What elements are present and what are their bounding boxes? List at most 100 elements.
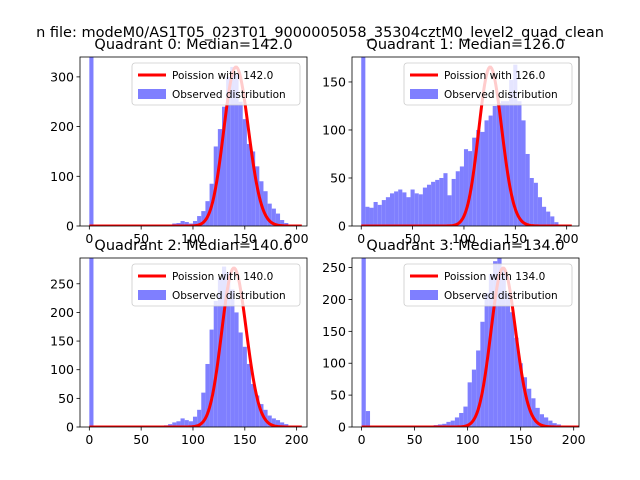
- legend-frame: [403, 263, 573, 307]
- histogram-bar: [450, 420, 455, 427]
- y-tick-label: 200: [50, 305, 74, 320]
- histogram-bar: [205, 363, 210, 427]
- legend-label-fit: Poission with 126.0: [444, 70, 545, 82]
- histogram-bar: [361, 258, 366, 427]
- histogram-bar: [361, 57, 366, 226]
- axes-frame: [79, 56, 308, 227]
- subplot-title: Quadrant 2: Median=140.0: [94, 238, 292, 254]
- x-tick-label: 200: [555, 231, 579, 246]
- histogram-bar: [447, 195, 452, 226]
- histogram-bar: [467, 382, 472, 427]
- legend-label-observed: Observed distribution: [172, 290, 286, 302]
- histogram-bar: [480, 131, 485, 226]
- histogram-bar: [222, 106, 227, 226]
- legend: Poission with 134.0 Observed distribution: [403, 263, 573, 307]
- subplot-quadrant-1: 0 50 100 150 200 0 50 100 150 Poission with 126.0…: [322, 37, 580, 246]
- histogram-bar: [525, 153, 530, 226]
- histogram-bar: [242, 119, 247, 226]
- histogram-bar: [418, 194, 423, 226]
- histogram-bar: [402, 192, 407, 226]
- y-tick-label: 100: [322, 356, 346, 371]
- legend-frame: [131, 263, 301, 307]
- x-tick-label: 100: [452, 231, 476, 246]
- subplot-quadrant-0: 0 50 100 150 200 0 100 200 300 Poission with 142.…: [50, 37, 309, 246]
- poisson-fit-line: [89, 266, 302, 427]
- x-tick-label: 100: [456, 432, 480, 447]
- y-tick-label: 100: [322, 122, 346, 137]
- histogram-bar: [439, 177, 444, 226]
- x-tick-label: 0: [85, 231, 93, 246]
- histogram-bar: [238, 101, 243, 226]
- histogram-bar: [476, 129, 481, 226]
- x-tick-label: 150: [233, 231, 257, 246]
- histogram-bar: [471, 369, 477, 427]
- histogram-bar: [484, 120, 489, 226]
- histogram-bar: [217, 129, 223, 226]
- y-tick-label: 50: [330, 388, 346, 403]
- legend-bar-swatch: [138, 89, 166, 99]
- histogram-bar: [184, 420, 189, 427]
- histogram-bar: [394, 191, 399, 226]
- histogram-bar: [488, 273, 494, 427]
- histogram-bar: [192, 416, 198, 427]
- x-tick-label: 150: [233, 432, 257, 447]
- y-tick-label: 150: [50, 334, 74, 349]
- histogram-bar: [238, 332, 243, 427]
- histogram-bar: [543, 417, 549, 427]
- histogram-bar: [246, 143, 252, 226]
- y-tick-label: 100: [50, 362, 74, 377]
- subplot-quadrant-3: 0 50 100 150 200 0 50 100 150 200 250 Poission with…: [322, 238, 586, 447]
- histogram-bar: [518, 363, 523, 427]
- plot-area: [89, 57, 302, 226]
- histogram-bar: [226, 272, 231, 427]
- x-tick-label: 50: [405, 231, 421, 246]
- histogram-bar: [476, 350, 481, 427]
- legend-frame: [403, 62, 573, 106]
- y-tick-label: 50: [330, 170, 346, 185]
- histogram-bar: [255, 395, 260, 427]
- legend: Poission with 142.0 Observed distribution: [131, 62, 301, 106]
- histogram-bar: [275, 420, 281, 427]
- subplot-title: Quadrant 0: Median=142.0: [94, 37, 292, 53]
- histogram-bar: [414, 193, 419, 226]
- histogram-bar: [472, 137, 477, 226]
- legend-label-fit: Poission with 134.0: [444, 271, 545, 283]
- y-tick-label: 0: [66, 219, 74, 234]
- histogram-bar: [500, 101, 506, 226]
- histogram-bar: [521, 120, 526, 226]
- histogram-bar: [463, 149, 469, 226]
- x-tick-label: 200: [285, 231, 309, 246]
- histogram-bar: [385, 197, 391, 226]
- subplot-quadrant-2: 0 50 100 150 200 0 50 100 150 200 250 Poission with…: [50, 238, 308, 447]
- x-tick-label: 150: [509, 432, 533, 447]
- histogram-bar: [442, 423, 447, 427]
- y-tick-label: 300: [50, 69, 74, 84]
- histogram-bar: [201, 211, 206, 226]
- histogram-bar: [213, 300, 218, 427]
- histogram-bar: [89, 258, 94, 427]
- legend-bar-swatch: [410, 290, 438, 300]
- histogram-bar: [542, 206, 547, 226]
- histogram-bar: [406, 197, 411, 226]
- histogram-bar: [365, 206, 370, 226]
- legend-bar-swatch: [410, 89, 438, 99]
- histogram-bar: [488, 115, 493, 226]
- histogram-bar: [443, 173, 448, 226]
- legend-label-observed: Observed distribution: [172, 89, 286, 101]
- histogram-bar: [514, 337, 519, 427]
- histogram-bar: [255, 166, 260, 226]
- x-tick-label: 0: [85, 432, 93, 447]
- histogram-bar: [192, 221, 198, 226]
- histogram-bar: [381, 200, 386, 226]
- y-tick-label: 250: [50, 276, 74, 291]
- legend-label-observed: Observed distribution: [444, 290, 558, 302]
- histogram-bar: [89, 57, 94, 226]
- histogram-bar: [513, 64, 518, 226]
- y-tick-label: 200: [50, 119, 74, 134]
- histogram-bar: [176, 421, 181, 427]
- y-tick-label: 250: [322, 260, 346, 275]
- histogram-bar: [539, 414, 544, 427]
- histogram-bar: [422, 187, 427, 226]
- x-tick-label: 100: [181, 432, 205, 447]
- histogram-bar: [390, 193, 395, 226]
